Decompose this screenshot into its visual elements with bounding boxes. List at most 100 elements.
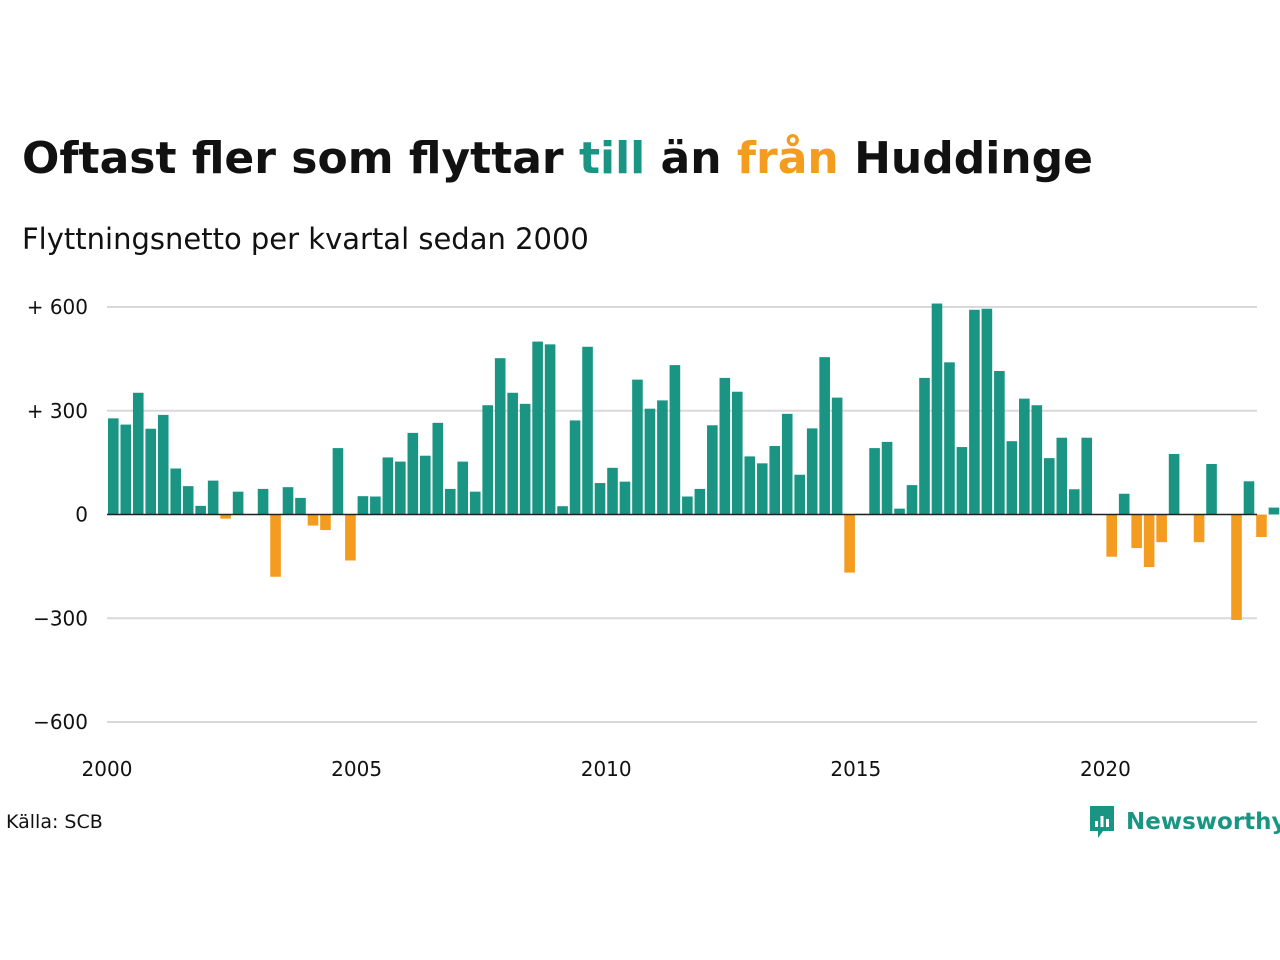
bar-q3-2002 [232,491,244,515]
x-tick-label: 2020 [1080,757,1131,781]
chart-title: Oftast fler som flyttar till än från Hud… [22,133,1093,184]
bar-q2-2003 [270,514,281,577]
bar-q3-2007 [482,405,493,515]
bar-q1-2016 [906,485,918,515]
bar-q2-2006 [420,455,431,515]
bar-q3-2013 [781,413,793,515]
bar-q2-2015 [869,448,880,515]
title-word-fran: från [736,133,839,184]
x-tick-label: 2015 [830,757,881,781]
bar-q1-2003 [257,488,269,515]
bar-q4-2013 [794,474,805,515]
bar-q4-2003 [295,497,306,515]
x-tick-label: 2000 [82,757,133,781]
bar-q1-2014 [806,428,818,515]
y-axis-ticks: + 600 + 300 0 −300 −600 [27,295,88,734]
bar-q1-2008 [507,392,518,515]
bar-q2-2014 [819,357,830,515]
bar-q2-2016 [919,377,930,515]
bar-q2-2019 [1068,489,1080,515]
bar-q1-2002 [207,480,219,515]
bar-q4-2010 [644,408,656,515]
bar-q3-2016 [931,303,943,515]
bar-q1-2001 [157,414,169,515]
bar-q4-2015 [894,508,905,515]
bar-q2-2001 [170,468,181,515]
bar-q3-2000 [132,392,144,515]
bar-q3-2008 [532,341,543,515]
bar-q2-2020 [1118,493,1130,515]
bar-q4-2011 [694,488,706,515]
bar-q2-2013 [769,446,781,515]
bar-q1-2007 [457,461,469,515]
bar-q1-2005 [357,496,369,515]
y-tick-label: −300 [33,606,88,630]
x-axis-ticks: 2000 2005 2010 2015 2020 [82,757,1131,781]
bar-q4-2016 [944,362,955,515]
bar-q2-2002 [220,514,231,519]
chart-bubble-icon [1090,806,1114,838]
bar-q2-2009 [569,420,581,515]
bar-q1-2018 [1006,441,1018,515]
bar-q3-2005 [382,457,394,515]
bar-q2-2012 [719,377,731,515]
bar-q3-2009 [582,346,593,515]
bar-q3-2020 [1131,514,1142,549]
bar-q3-2014 [831,397,843,515]
bar-q1-2012 [707,425,718,515]
bar-q3-2001 [182,486,194,515]
bar-q4-2004 [345,514,356,561]
gridlines [107,306,1257,723]
bar-q1-2021 [1156,514,1167,543]
bar-q2-2023 [1268,507,1280,515]
bar-q2-2008 [519,403,531,515]
bar-q2-2000 [120,424,132,515]
bar-q4-2014 [844,514,855,573]
bar-q4-2021 [1193,514,1205,543]
bar-q4-2000 [145,428,157,515]
bar-q2-2004 [320,514,331,531]
y-tick-label: −600 [33,710,88,734]
title-part-3: Huddinge [838,133,1093,184]
title-word-till: till [578,133,646,184]
bar-q3-2003 [282,487,294,515]
x-tick-label: 2005 [331,757,382,781]
bar-q2-2021 [1168,453,1180,515]
bar-q3-2006 [432,422,444,515]
bar-q3-2012 [732,391,743,515]
bar-q1-2019 [1056,437,1068,515]
bar-q4-2005 [395,461,406,515]
bar-q1-2023 [1256,514,1267,537]
bar-q3-2004 [332,448,344,515]
bar-q4-2007 [494,358,506,515]
bar-q2-2018 [1019,398,1030,515]
bar-q2-2011 [669,365,681,515]
bar-q3-2022 [1231,514,1242,620]
chart-subtitle: Flyttningsnetto per kvartal sedan 2000 [22,222,589,256]
bar-q2-2017 [969,309,980,515]
y-tick-label: 0 [75,503,88,527]
bar-q2-2007 [469,491,481,515]
bar-q4-2022 [1243,481,1255,515]
bar-q1-2013 [756,463,768,515]
bar-q4-2020 [1143,514,1155,568]
newsworthy-logo: Newsworthy [1088,804,1280,840]
bar-q2-2010 [619,481,631,515]
bar-q2-2005 [370,496,381,515]
bar-q1-2017 [956,447,968,515]
bar-q1-2004 [307,514,319,526]
bar-q1-2010 [607,467,618,515]
brand-name: Newsworthy [1126,809,1280,835]
bar-q4-2001 [195,505,206,515]
bar-q4-2012 [744,456,756,515]
bar-q1-2022 [1206,464,1217,515]
y-tick-label: + 600 [27,295,88,319]
bar-q3-2019 [1081,437,1093,515]
bar-q4-2017 [994,370,1005,515]
bar-q3-2018 [1031,405,1043,515]
x-tick-label: 2010 [581,757,632,781]
bar-q1-2000 [108,418,119,515]
bar-q4-2018 [1044,458,1055,515]
bar-q4-2009 [594,483,606,515]
title-part-2: än [645,133,737,184]
